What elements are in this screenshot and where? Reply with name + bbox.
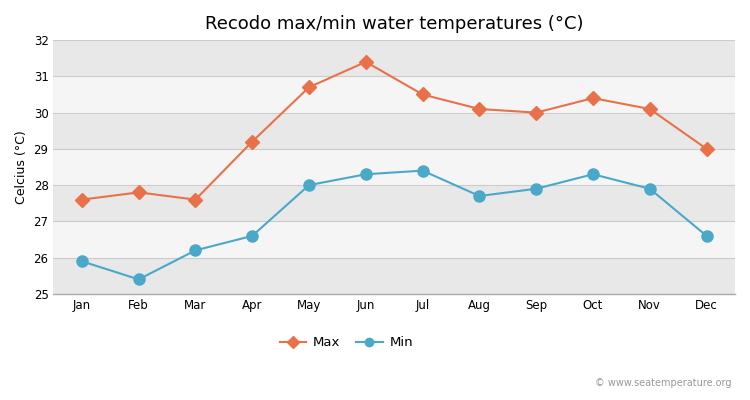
Max	[248, 139, 256, 144]
Min	[475, 194, 484, 198]
Max	[645, 106, 654, 111]
Y-axis label: Celcius (°C): Celcius (°C)	[15, 130, 28, 204]
Min	[362, 172, 370, 177]
Min	[418, 168, 427, 173]
Min	[77, 259, 86, 264]
Min	[134, 277, 143, 282]
Min	[191, 248, 200, 253]
Min	[532, 186, 541, 191]
Max	[191, 197, 200, 202]
Legend: Max, Min: Max, Min	[274, 331, 419, 354]
Min	[702, 234, 711, 238]
Max	[134, 190, 143, 195]
Min	[589, 172, 598, 177]
Max	[418, 92, 427, 97]
Line: Max: Max	[77, 57, 712, 204]
Max	[475, 106, 484, 111]
Max	[304, 85, 313, 90]
Title: Recodo max/min water temperatures (°C): Recodo max/min water temperatures (°C)	[205, 15, 584, 33]
Text: © www.seatemperature.org: © www.seatemperature.org	[595, 378, 731, 388]
Bar	[53, 76, 735, 113]
Min	[645, 186, 654, 191]
Bar	[53, 113, 735, 149]
Bar	[53, 258, 735, 294]
Max	[77, 197, 86, 202]
Max	[702, 146, 711, 151]
Min	[248, 234, 256, 238]
Min	[304, 183, 313, 188]
Max	[532, 110, 541, 115]
Max	[362, 60, 370, 64]
Max	[589, 96, 598, 100]
Bar	[53, 40, 735, 76]
Line: Min: Min	[76, 165, 712, 285]
Bar	[53, 185, 735, 221]
Bar	[53, 221, 735, 258]
Bar	[53, 149, 735, 185]
